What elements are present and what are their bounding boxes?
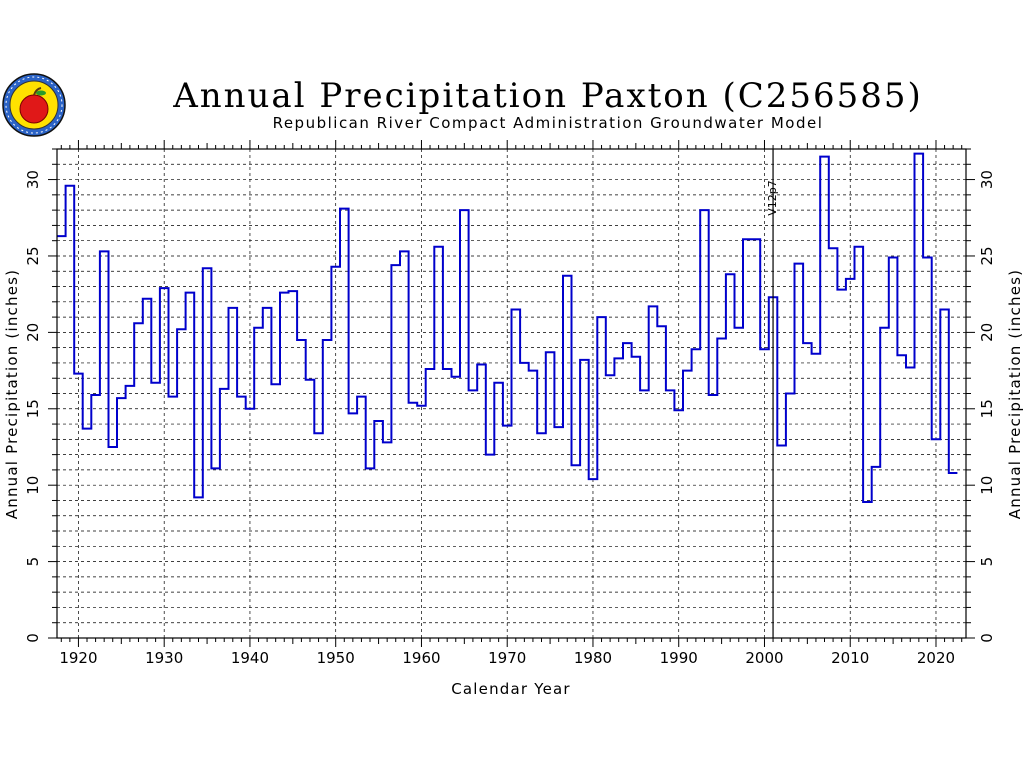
y-tick-label-left: 15	[24, 399, 42, 418]
series-layer	[57, 152, 958, 503]
x-tick-label: 2020	[917, 649, 955, 667]
chart-subtitle: Republican River Compact Administration …	[273, 114, 824, 132]
ticks: 1920 1930 1940 1950 1960 1970 1980 1990 2000 2010…	[24, 140, 996, 667]
chart-title: Annual Precipitation Paxton (C256585)	[172, 76, 923, 116]
x-tick-label: 1950	[317, 649, 355, 667]
y-tick-label-right: 25	[978, 246, 996, 265]
y-tick-label-left: 5	[24, 557, 42, 567]
x-tick-label: 1930	[145, 649, 183, 667]
precipitation-series-line	[57, 152, 958, 503]
y-tick-label-right: 10	[978, 476, 996, 495]
plot-frame	[56, 148, 967, 639]
x-tick-label: 2010	[831, 649, 869, 667]
y-axis-label-right: Annual Precipitation (inches)	[1006, 269, 1024, 519]
x-tick-label: 1980	[574, 649, 612, 667]
x-tick-label: 1960	[402, 649, 440, 667]
y-tick-label-right: 5	[978, 557, 996, 567]
y-tick-label-left: 20	[24, 323, 42, 342]
y-tick-label-right: 15	[978, 399, 996, 418]
rrca-logo	[2, 73, 66, 137]
x-tick-label: 1920	[59, 649, 97, 667]
x-tick-label: 1970	[488, 649, 526, 667]
y-tick-label-left: 0	[24, 633, 42, 643]
y-tick-label-left: 10	[24, 476, 42, 495]
y-axis-label-left: Annual Precipitation (inches)	[3, 269, 21, 519]
x-tick-label: 2000	[745, 649, 783, 667]
y-tick-label-left: 30	[24, 170, 42, 189]
grid	[57, 149, 966, 638]
marker-layer: V12p7	[766, 149, 779, 638]
y-tick-label-right: 30	[978, 170, 996, 189]
y-tick-label-left: 25	[24, 246, 42, 265]
y-tick-label-right: 20	[978, 323, 996, 342]
x-tick-label: 1990	[660, 649, 698, 667]
x-axis-label: Calendar Year	[451, 680, 571, 698]
y-tick-label-right: 0	[978, 633, 996, 643]
model-version-label: V12p7	[766, 180, 779, 216]
x-tick-label: 1940	[231, 649, 269, 667]
